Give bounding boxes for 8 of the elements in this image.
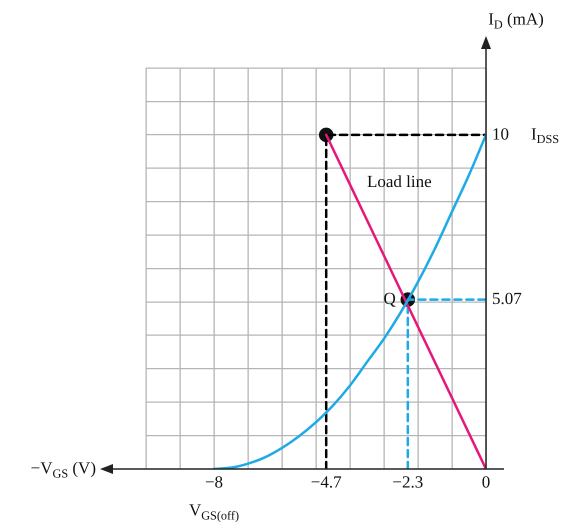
y-tick-label: 10 — [492, 124, 509, 144]
y-tick-label: 5.07 — [492, 289, 522, 308]
x-tick-label: 0 — [482, 472, 490, 492]
x-tick-label: −2.3 — [392, 472, 424, 492]
annotation: Q — [384, 289, 396, 308]
annotation: Load line — [366, 172, 432, 191]
x-tick-label: −8 — [204, 472, 224, 492]
x-tick-label: −4.7 — [310, 472, 342, 492]
